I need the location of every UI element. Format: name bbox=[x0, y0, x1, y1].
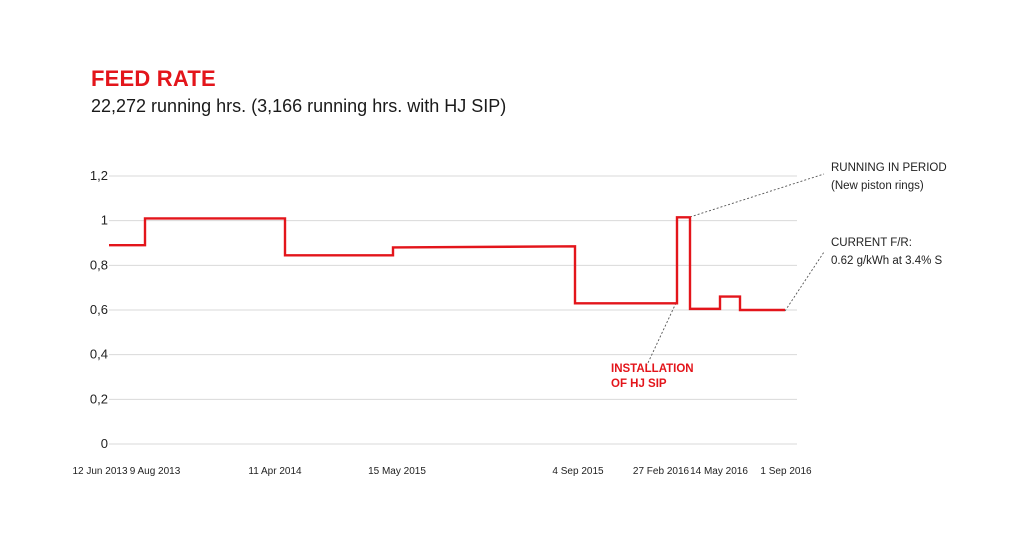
x-tick-label: 4 Sep 2015 bbox=[552, 466, 604, 477]
y-tick-label: 0,6 bbox=[90, 302, 108, 317]
y-tick-label: 0,8 bbox=[90, 257, 108, 272]
annotation-leader-lines bbox=[646, 173, 825, 366]
installation-leader-line bbox=[646, 302, 677, 366]
x-tick-label: 12 Jun 2013 bbox=[72, 466, 127, 477]
y-tick-label: 0,2 bbox=[90, 391, 108, 406]
current-fr-label-1: CURRENT F/R: bbox=[831, 237, 912, 249]
installation-label-2: OF HJ SIP bbox=[611, 378, 667, 390]
x-tick-label: 11 Apr 2014 bbox=[248, 466, 302, 477]
x-tick-label: 15 May 2015 bbox=[368, 466, 426, 477]
running-in-label-1: RUNNING IN PERIOD bbox=[831, 162, 947, 174]
y-tick-label: 0,4 bbox=[90, 347, 108, 362]
x-tick-label: 9 Aug 2013 bbox=[130, 466, 181, 477]
feed-rate-series-line bbox=[109, 216, 785, 312]
y-tick-label: 1 bbox=[101, 213, 108, 228]
x-tick-label: 14 May 2016 bbox=[690, 466, 748, 477]
installation-label-1: INSTALLATION bbox=[611, 363, 694, 375]
y-tick-label: 0 bbox=[101, 436, 108, 451]
gridlines bbox=[109, 175, 797, 445]
chart-subtitle: 22,272 running hrs. (3,166 running hrs. … bbox=[91, 96, 507, 116]
current-fr-leader-line bbox=[784, 251, 825, 312]
y-axis-ticks: 0 0,2 0,4 0,6 0,8 1 1,2 bbox=[90, 168, 108, 451]
x-tick-label: 1 Sep 2016 bbox=[760, 466, 812, 477]
running-in-label-2: (New piston rings) bbox=[831, 180, 924, 192]
current-fr-label-2: 0.62 g/kWh at 3.4% S bbox=[831, 255, 943, 267]
x-axis-ticks: 12 Jun 2013 9 Aug 2013 11 Apr 2014 15 May 2… bbox=[72, 466, 812, 477]
chart-title: FEED RATE bbox=[91, 66, 216, 91]
annotations: RUNNING IN PERIOD (New piston rings) CUR… bbox=[611, 162, 947, 390]
y-tick-label: 1,2 bbox=[90, 168, 108, 183]
running-in-leader-line bbox=[689, 173, 825, 218]
x-tick-label: 27 Feb 2016 bbox=[633, 466, 690, 477]
